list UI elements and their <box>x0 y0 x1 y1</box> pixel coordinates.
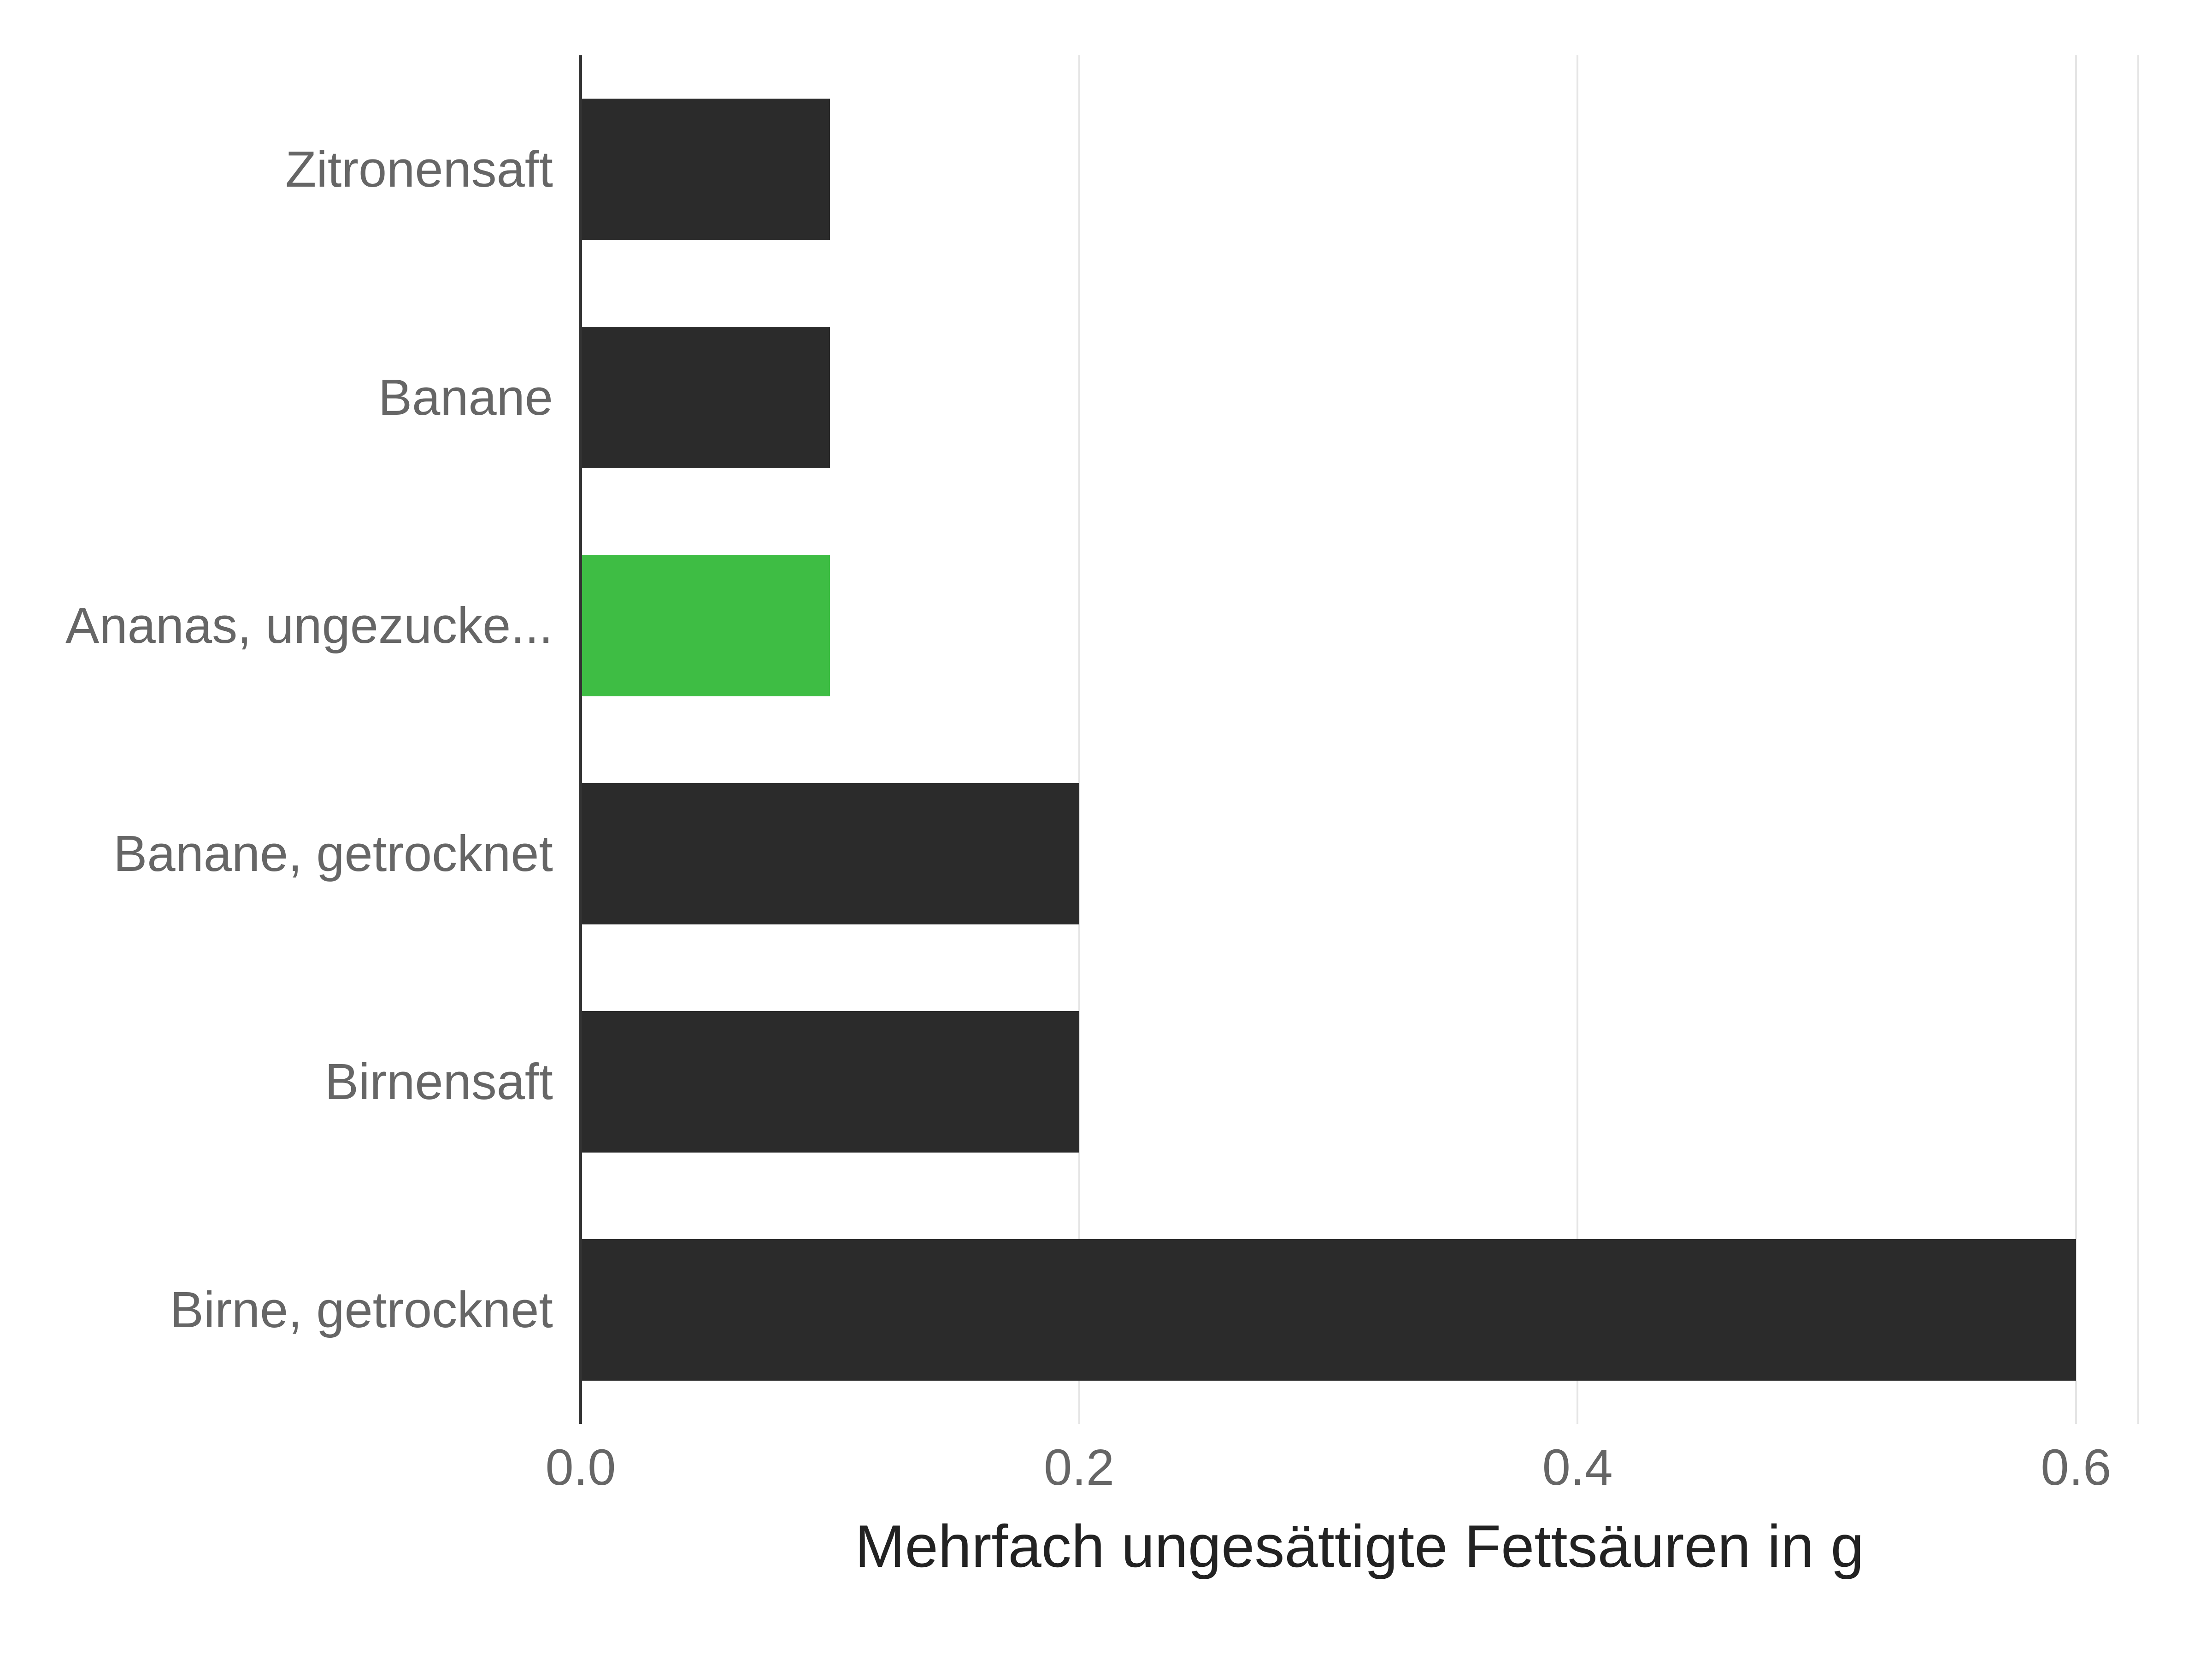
x-tick-label: 0.4 <box>1542 1442 1613 1493</box>
y-tick-label: Banane <box>0 372 553 423</box>
grid-line <box>2075 55 2077 1424</box>
y-tick-label: Banane, getrocknet <box>0 829 553 879</box>
y-tick-label: Ananas, ungezucke... <box>0 600 553 651</box>
x-tick-label: 0.2 <box>1044 1442 1114 1493</box>
bar <box>581 1239 2076 1381</box>
y-tick-label: Birnensaft <box>0 1057 553 1107</box>
bar <box>581 783 1079 924</box>
bar <box>581 327 830 468</box>
grid-line <box>1078 55 1080 1424</box>
bar <box>581 1011 1079 1153</box>
y-tick-label: Birne, getrocknet <box>0 1285 553 1335</box>
bar <box>581 555 830 696</box>
y-axis-line <box>579 55 582 1424</box>
chart-container: Zitronensaft Banane Ananas, ungezucke... Ba… <box>0 0 2212 1659</box>
x-axis-title: Mehrfach ungesättigte Fettsäuren in g <box>855 1516 1864 1576</box>
grid-line <box>1577 55 1578 1424</box>
bar <box>581 99 830 240</box>
x-tick-label: 0.0 <box>546 1442 616 1493</box>
y-tick-label: Zitronensaft <box>0 144 553 195</box>
grid-line <box>2137 55 2139 1424</box>
plot-area <box>581 55 2138 1424</box>
x-tick-label: 0.6 <box>2041 1442 2111 1493</box>
